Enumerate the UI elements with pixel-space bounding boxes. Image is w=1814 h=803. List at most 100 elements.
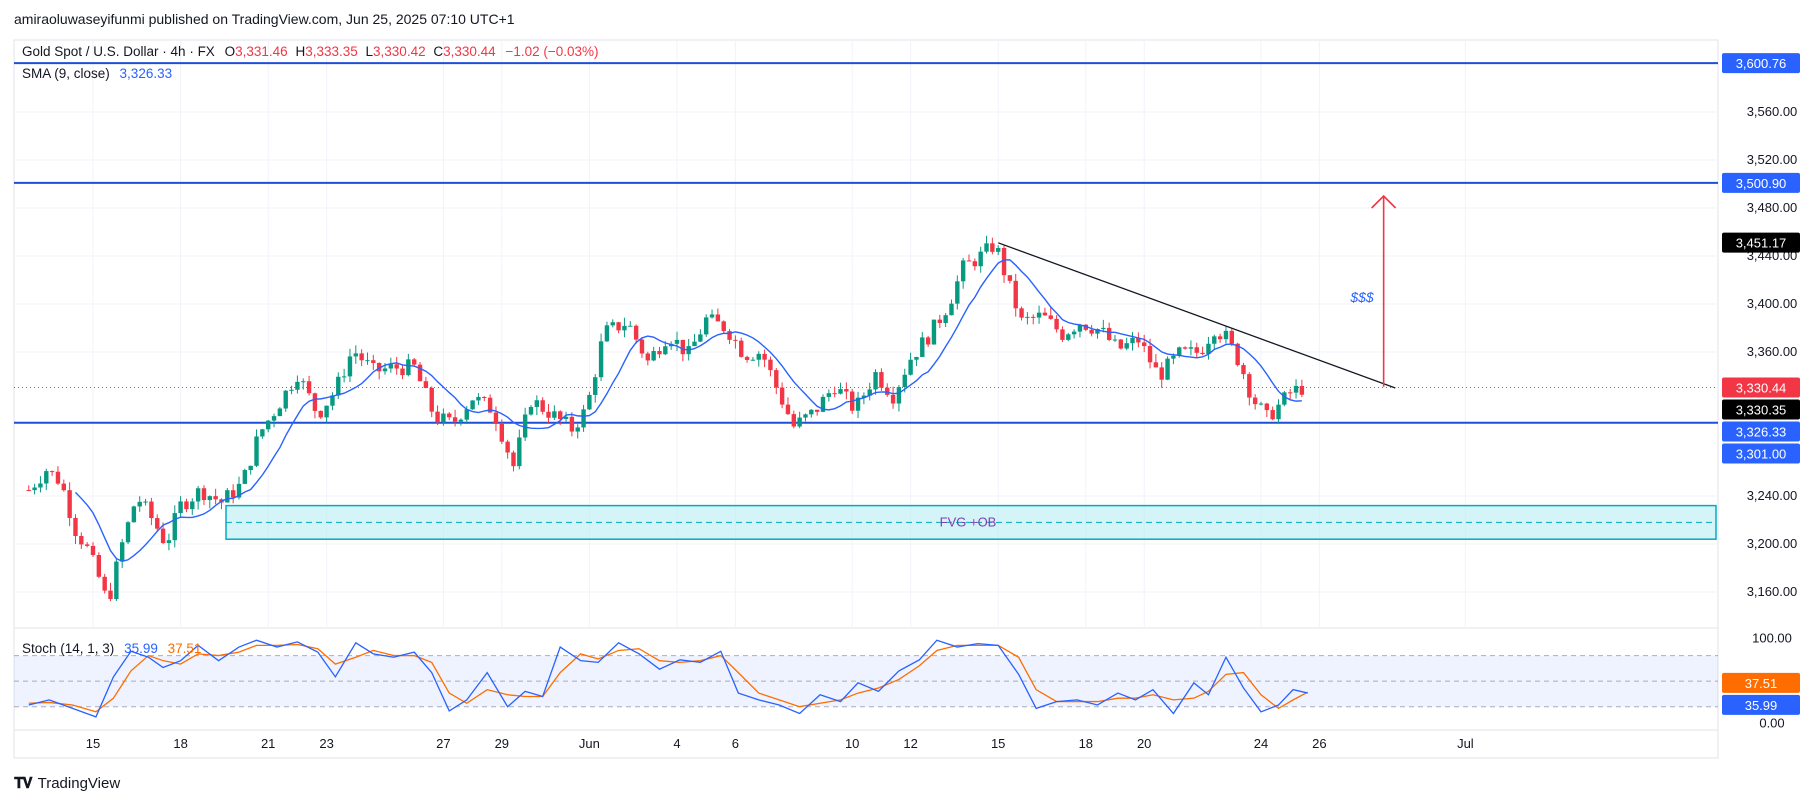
fvg-ob-zone[interactable] bbox=[225, 504, 1717, 540]
candle-body bbox=[517, 437, 522, 467]
candle-body bbox=[324, 405, 329, 418]
candle-body bbox=[458, 419, 464, 422]
candle-body bbox=[207, 496, 212, 500]
candle-body bbox=[225, 490, 230, 503]
candle-body bbox=[1188, 347, 1194, 349]
candle-body bbox=[873, 372, 878, 390]
fvg-ob-label: FVG +OB bbox=[940, 514, 997, 529]
candle-body bbox=[779, 387, 785, 405]
stoch-k-value: 35.99 bbox=[124, 641, 158, 656]
candle-body bbox=[26, 490, 31, 491]
candle-body bbox=[931, 319, 937, 345]
candle-body bbox=[925, 337, 931, 345]
candle-body bbox=[1241, 365, 1246, 375]
sma-label: SMA (9, close) bbox=[22, 66, 110, 81]
liquidity-label: $$$ bbox=[1349, 289, 1374, 305]
candle-body bbox=[663, 346, 668, 355]
stoch-k-line bbox=[28, 639, 1308, 718]
candle-body bbox=[1060, 329, 1065, 340]
horizontal-levels[interactable] bbox=[14, 62, 1718, 424]
time-tick-label: 18 bbox=[1079, 736, 1093, 751]
projection-arrow[interactable] bbox=[1371, 194, 1397, 387]
candle-body bbox=[120, 542, 125, 562]
stoch-legend: Stoch (14, 1, 3) 35.99 37.51 bbox=[22, 641, 201, 656]
candle-body bbox=[943, 315, 948, 323]
candle-body bbox=[1095, 329, 1100, 334]
candle-body bbox=[1025, 316, 1030, 318]
candle-body bbox=[452, 417, 458, 422]
publisher-caption: amiraoluwaseyifunmi published on Trading… bbox=[14, 11, 515, 27]
candle-body bbox=[493, 412, 499, 424]
candle-body bbox=[803, 414, 808, 418]
candle-body bbox=[248, 465, 253, 471]
candle-body bbox=[114, 561, 119, 600]
candle-body bbox=[885, 387, 890, 395]
candle-body bbox=[733, 339, 738, 341]
candle-body bbox=[762, 353, 767, 360]
candle-body bbox=[1258, 403, 1264, 405]
candle-body bbox=[1089, 329, 1094, 334]
candle-body bbox=[1013, 280, 1018, 309]
symbol-title: Gold Spot / U.S. Dollar · 4h · FX bbox=[22, 44, 215, 59]
price-tick-label: 3,360.00 bbox=[1747, 344, 1798, 359]
candle-body bbox=[797, 417, 802, 427]
candle-body bbox=[575, 427, 580, 432]
candle-body bbox=[417, 364, 423, 382]
price-tag-bg bbox=[1722, 232, 1800, 253]
candle-body bbox=[382, 368, 388, 372]
candle-body bbox=[49, 471, 55, 473]
candle-body bbox=[692, 341, 697, 347]
candle-body bbox=[598, 341, 604, 378]
candle-body bbox=[1223, 330, 1229, 340]
trendline[interactable] bbox=[997, 242, 1396, 389]
candle-body bbox=[511, 452, 516, 467]
tradingview-brand: TradingView bbox=[37, 775, 121, 792]
candle-body bbox=[271, 416, 277, 421]
candle-body bbox=[423, 381, 429, 388]
level-tag-bg bbox=[1722, 172, 1800, 193]
tradingview-logo-icon: 𝐓𝐕 bbox=[14, 775, 33, 792]
candle-body bbox=[844, 389, 849, 392]
candle-body bbox=[1235, 343, 1240, 366]
candle-body bbox=[353, 353, 358, 357]
candle-body bbox=[604, 325, 610, 342]
candle-body bbox=[587, 394, 592, 410]
time-tick-label: 20 bbox=[1137, 736, 1151, 751]
candle-body bbox=[470, 400, 475, 410]
candle-body bbox=[674, 339, 680, 344]
candle-body bbox=[412, 359, 417, 365]
candle-body bbox=[359, 353, 364, 361]
candle-body bbox=[855, 397, 861, 411]
candle-body bbox=[1165, 358, 1170, 380]
candle-body bbox=[166, 540, 172, 544]
candle-body bbox=[1066, 334, 1071, 340]
stoch-axis: 100.00 0.00 37.51 35.99 bbox=[1722, 631, 1800, 731]
candle-body bbox=[1293, 385, 1299, 393]
candle-body bbox=[785, 404, 791, 415]
level-tag-bg bbox=[1722, 53, 1800, 74]
candle-body bbox=[558, 411, 563, 419]
candle-body bbox=[1206, 343, 1211, 354]
candle-body bbox=[1212, 336, 1217, 344]
price-tag-label: 3,330.35 bbox=[1736, 402, 1787, 417]
candle-body bbox=[336, 376, 341, 396]
candle-body bbox=[838, 389, 843, 394]
candle-body bbox=[744, 356, 750, 360]
candle-body bbox=[1031, 316, 1036, 318]
candle-body bbox=[289, 389, 294, 391]
candle-body bbox=[254, 436, 259, 466]
candle-body bbox=[896, 387, 902, 404]
candle-body bbox=[318, 410, 323, 418]
candle-body bbox=[727, 331, 732, 340]
candle-body bbox=[721, 321, 726, 332]
candle-body bbox=[698, 334, 703, 342]
candle-body bbox=[920, 337, 925, 357]
candle-body bbox=[406, 359, 411, 376]
candle-body bbox=[341, 376, 347, 378]
tradingview-footer[interactable]: 𝐓𝐕 TradingView bbox=[14, 775, 120, 792]
price-tick-label: 3,480.00 bbox=[1747, 200, 1798, 215]
candle-body bbox=[1147, 346, 1153, 363]
stoch-k-tag-bg bbox=[1722, 694, 1800, 715]
candle-body bbox=[1019, 308, 1024, 318]
